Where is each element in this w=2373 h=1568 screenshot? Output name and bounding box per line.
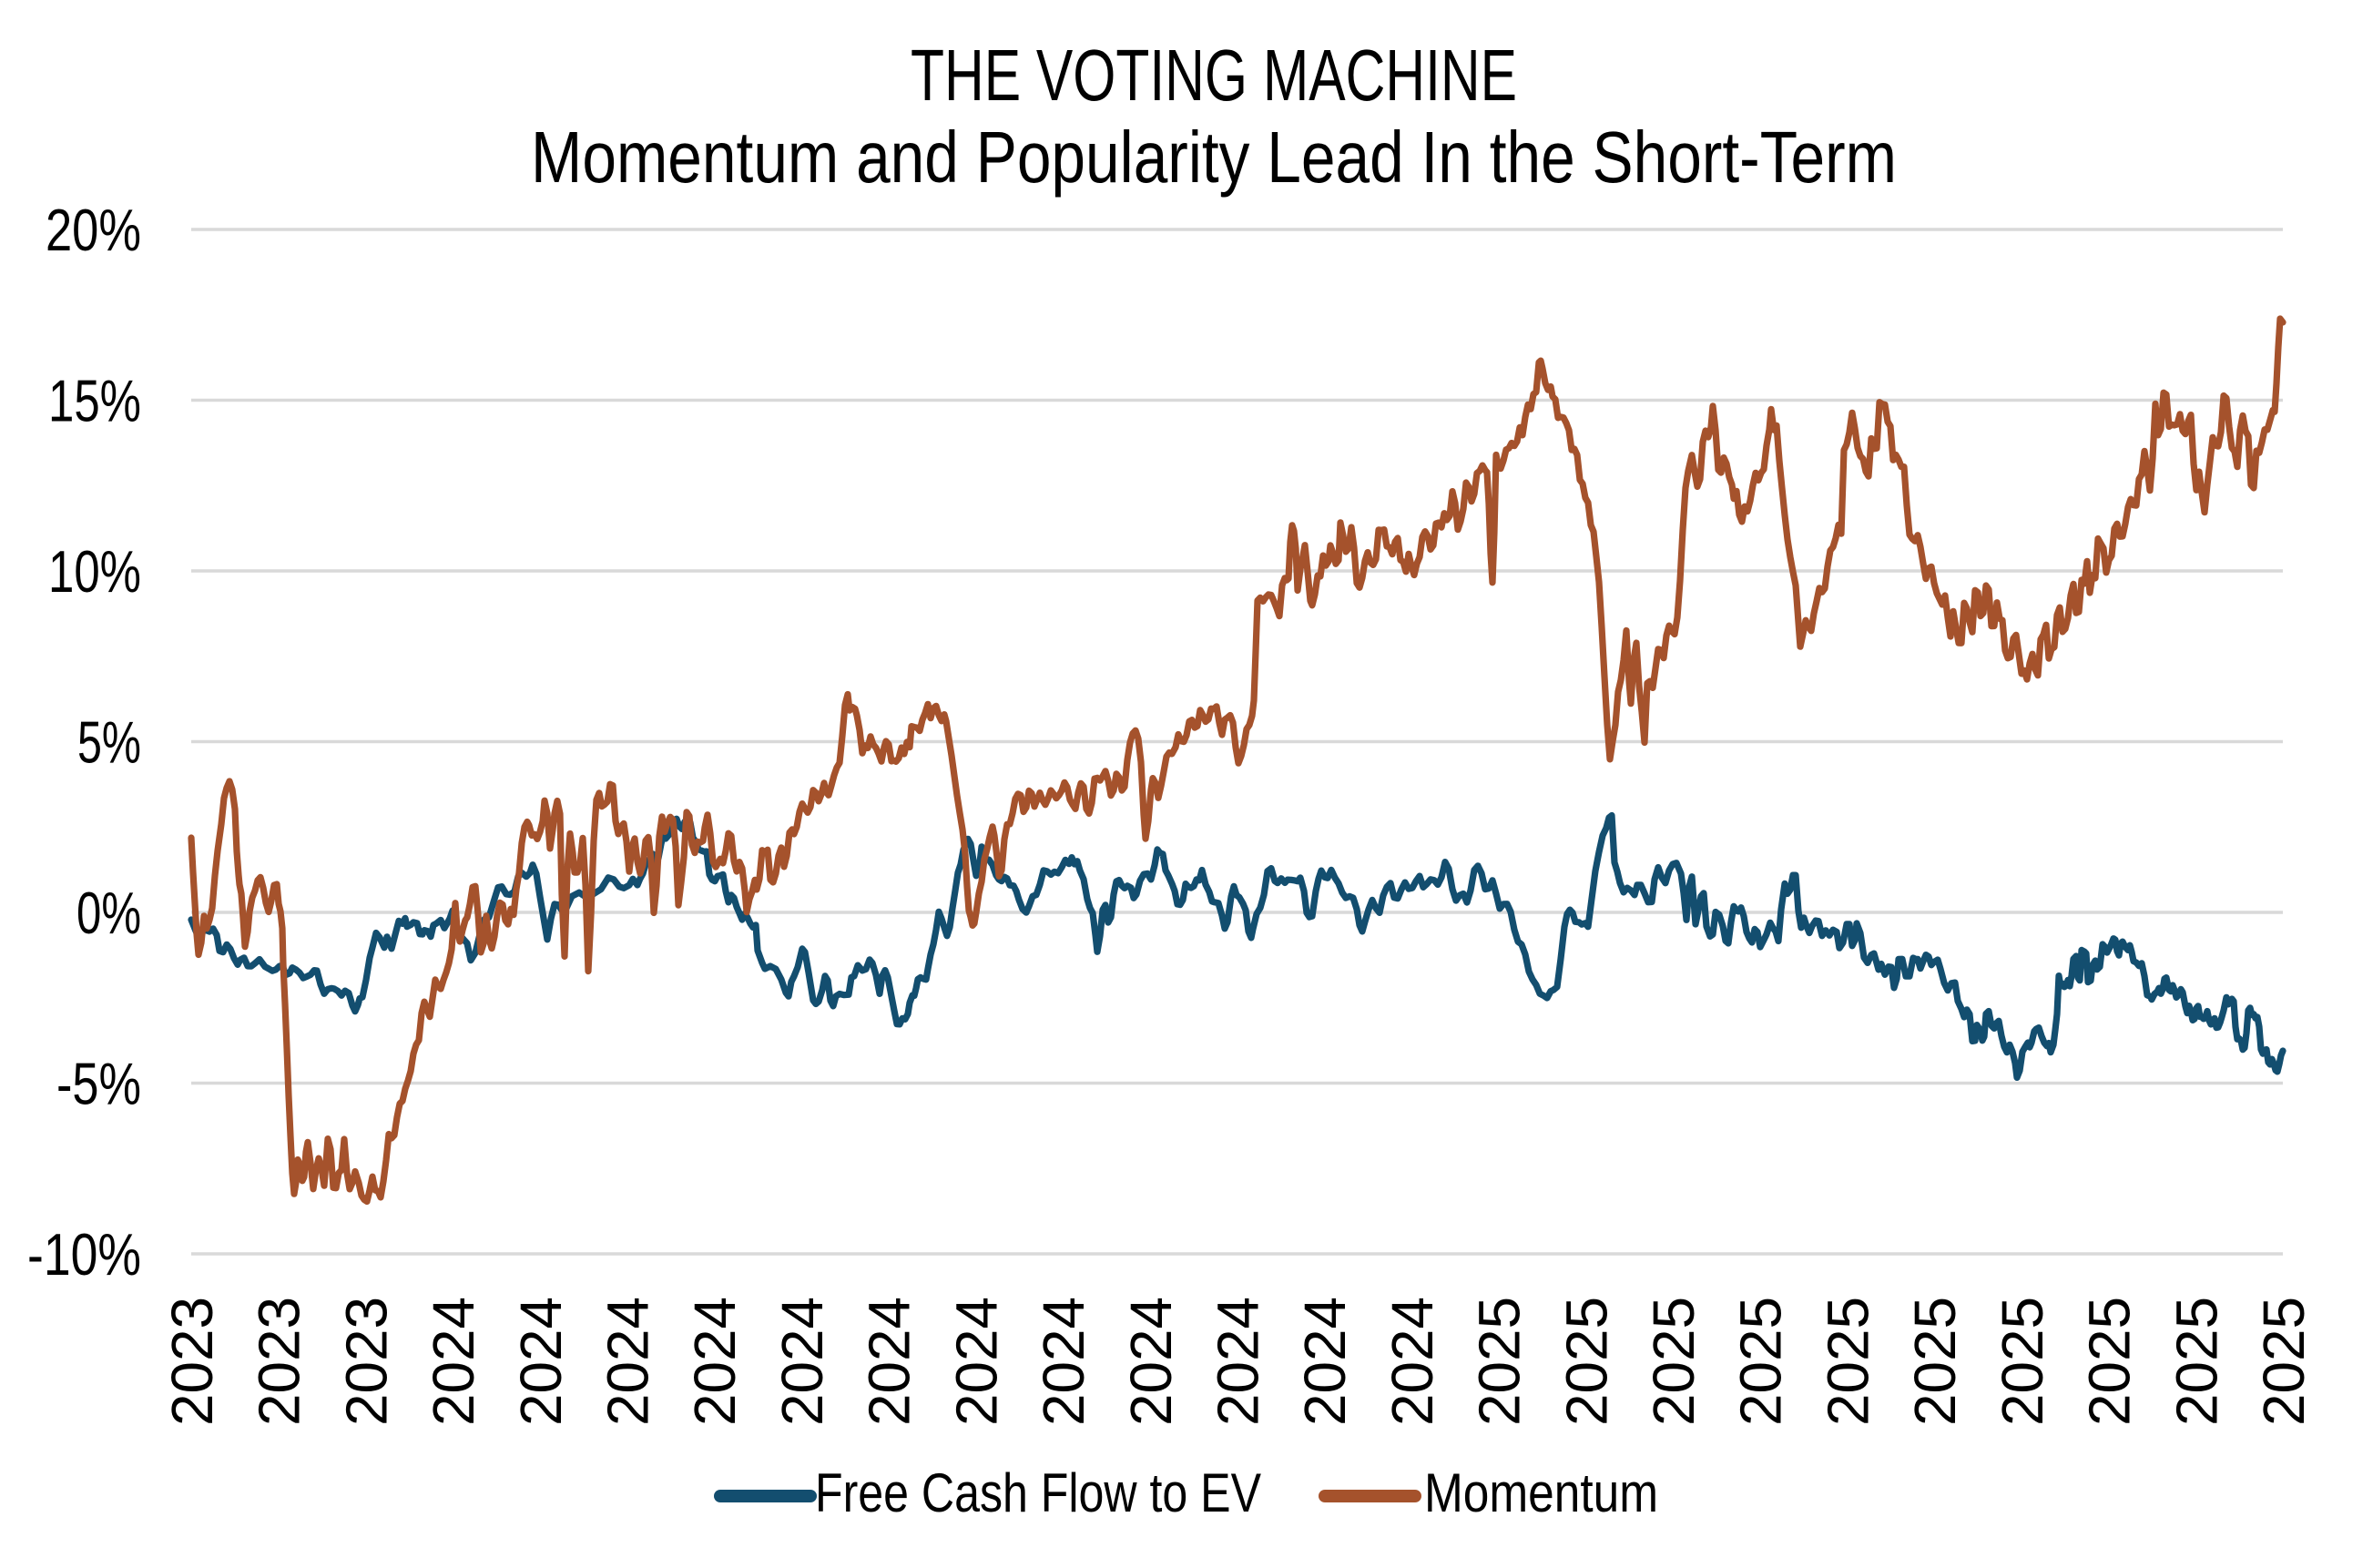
svg-text:-5%: -5% — [56, 1051, 141, 1117]
svg-text:2024: 2024 — [508, 1297, 574, 1426]
svg-text:Free Cash Flow to EV: Free Cash Flow to EV — [815, 1462, 1261, 1523]
svg-text:2025: 2025 — [2251, 1297, 2317, 1426]
svg-text:THE VOTING MACHINE: THE VOTING MACHINE — [911, 35, 1517, 116]
svg-text:Momentum: Momentum — [1424, 1462, 1658, 1523]
svg-text:2025: 2025 — [1902, 1297, 1968, 1426]
svg-text:2025: 2025 — [1553, 1297, 1619, 1426]
svg-text:15%: 15% — [48, 368, 141, 434]
svg-text:2024: 2024 — [1292, 1297, 1358, 1426]
svg-text:2024: 2024 — [1031, 1297, 1096, 1426]
svg-text:2024: 2024 — [857, 1297, 922, 1426]
svg-text:2025: 2025 — [2164, 1297, 2229, 1426]
svg-text:2024: 2024 — [682, 1297, 748, 1426]
svg-text:2023: 2023 — [159, 1297, 225, 1426]
svg-text:2025: 2025 — [1467, 1297, 1533, 1426]
svg-text:10%: 10% — [48, 538, 141, 605]
svg-text:2024: 2024 — [596, 1297, 661, 1426]
svg-text:2023: 2023 — [247, 1297, 312, 1426]
svg-text:2024: 2024 — [421, 1297, 486, 1426]
svg-text:2025: 2025 — [1728, 1297, 1794, 1426]
svg-text:2024: 2024 — [943, 1297, 1009, 1426]
svg-text:2025: 2025 — [2077, 1297, 2143, 1426]
svg-text:2023: 2023 — [333, 1297, 399, 1426]
svg-text:2024: 2024 — [1118, 1297, 1184, 1426]
svg-text:2024: 2024 — [769, 1297, 835, 1426]
svg-text:2025: 2025 — [1641, 1297, 1706, 1426]
svg-text:Momentum and Popularity Lead I: Momentum and Popularity Lead In the Shor… — [531, 117, 1897, 198]
svg-text:20%: 20% — [46, 197, 141, 263]
svg-text:-10%: -10% — [27, 1221, 141, 1288]
svg-text:0%: 0% — [76, 880, 141, 946]
svg-text:2024: 2024 — [1380, 1297, 1445, 1426]
svg-text:2024: 2024 — [1206, 1297, 1271, 1426]
svg-text:2025: 2025 — [1816, 1297, 1881, 1426]
svg-text:2025: 2025 — [1990, 1297, 2055, 1426]
svg-text:5%: 5% — [77, 709, 141, 776]
